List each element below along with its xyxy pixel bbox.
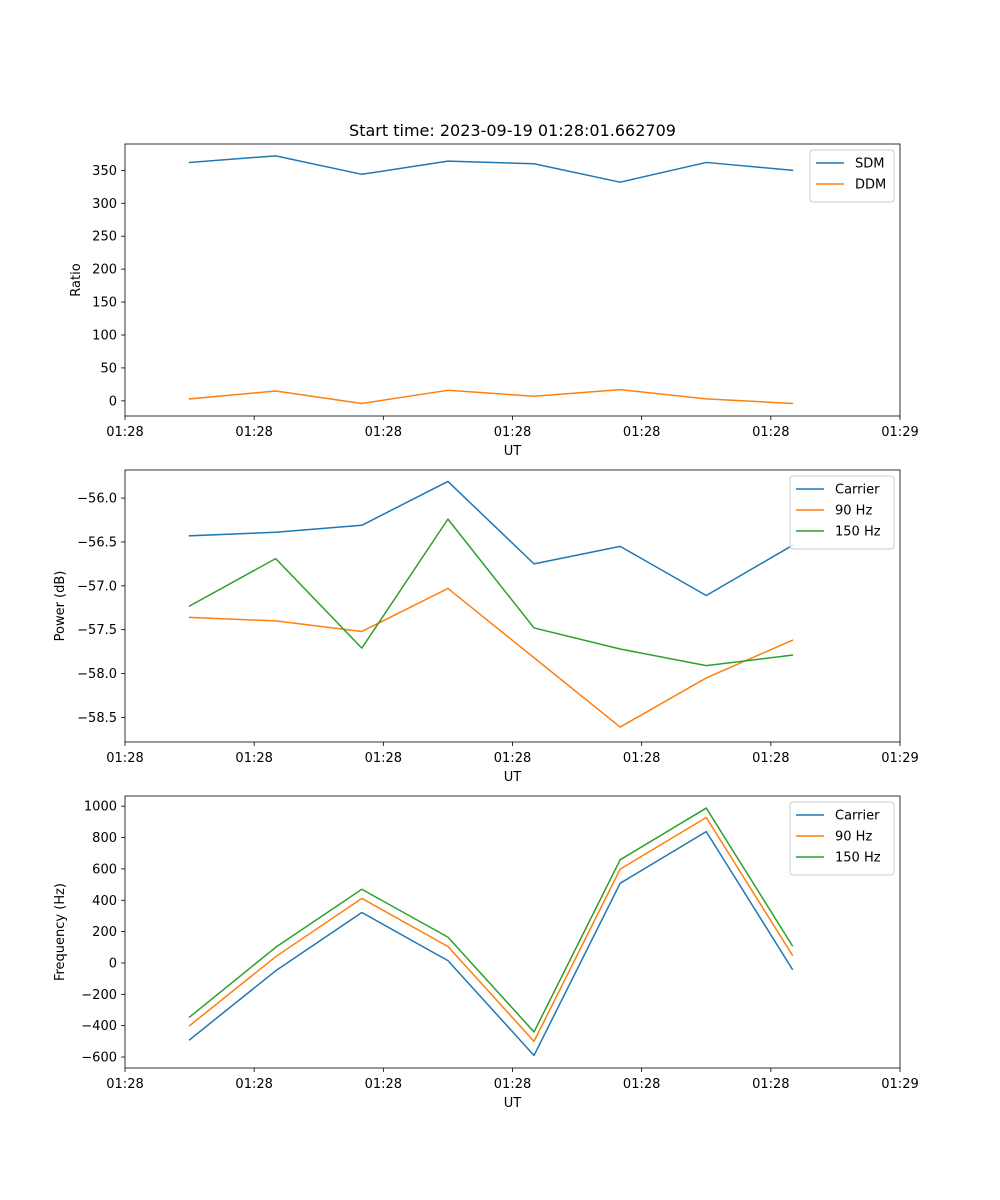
legend: Carrier 90 Hz 150 Hz	[789, 475, 895, 550]
series-line-carrier	[188, 480, 794, 597]
y-tick-label: −200	[81, 988, 117, 1003]
legend-label: 90 Hz	[835, 504, 872, 519]
x-tick-label: 01:28	[365, 425, 402, 440]
y-tick-label: −57.5	[77, 623, 117, 638]
x-tick-label: 01:29	[881, 425, 918, 440]
y-tick-label: 200	[92, 263, 117, 278]
chart-panel-1: 01:28 01:28 01:28 01:28 01:28 01:28 01:29 0 50 10…	[69, 143, 919, 459]
x-tick-label: 01:28	[752, 751, 789, 766]
series-line-carrier	[188, 830, 794, 1057]
y-tick-label: 100	[92, 328, 117, 343]
x-tick-label: 01:28	[623, 1077, 660, 1092]
y-tick-label: 350	[92, 164, 117, 179]
legend-label: DDM	[855, 178, 886, 193]
y-tick-label: −400	[81, 1019, 117, 1034]
x-tick-label: 01:28	[106, 425, 143, 440]
x-tick-label: 01:28	[365, 751, 402, 766]
y-tick-label: −58.5	[77, 711, 117, 726]
x-tick-label: 01:28	[235, 1077, 272, 1092]
chart-panel-3: 01:28 01:28 01:28 01:28 01:28 01:28 01:29 −600 −…	[53, 795, 919, 1111]
legend-label: 90 Hz	[835, 830, 872, 845]
x-tick-label: 01:28	[494, 751, 531, 766]
y-axis-label: Frequency (Hz)	[53, 883, 68, 981]
y-tick-label: −57.0	[77, 579, 117, 594]
x-axis-label: UT	[504, 444, 522, 459]
chart-panels: 01:28 01:28 01:28 01:28 01:28 01:28 01:29 0 50 10…	[53, 143, 919, 1111]
x-tick-label: 01:28	[365, 1077, 402, 1092]
x-tick-label: 01:28	[235, 751, 272, 766]
y-tick-label: 400	[92, 894, 117, 909]
x-tick-label: 01:28	[494, 425, 531, 440]
x-tick-label: 01:29	[881, 751, 918, 766]
y-tick-label: 800	[92, 831, 117, 846]
y-tick-label: 600	[92, 862, 117, 877]
x-axis-label: UT	[504, 1096, 522, 1111]
y-axis-label: Power (dB)	[53, 571, 68, 642]
y-tick-label: 200	[92, 925, 117, 940]
x-tick-label: 01:28	[106, 1077, 143, 1092]
legend-label: 150 Hz	[835, 525, 881, 540]
y-tick-label: 150	[92, 296, 117, 311]
x-tick-label: 01:28	[235, 425, 272, 440]
y-tick-label: 50	[100, 361, 117, 376]
y-tick-label: 300	[92, 197, 117, 212]
y-tick-label: 250	[92, 230, 117, 245]
series-line-150-hz	[188, 807, 794, 1033]
y-tick-label: −56.0	[77, 492, 117, 507]
y-tick-label: 0	[109, 394, 117, 409]
x-tick-label: 01:29	[881, 1077, 918, 1092]
legend-label: Carrier	[835, 483, 880, 498]
legend-label: 150 Hz	[835, 851, 881, 866]
series-line-90-hz	[188, 587, 794, 728]
series-line-ddm	[188, 388, 794, 405]
legend: Carrier 90 Hz 150 Hz	[789, 801, 895, 876]
x-tick-label: 01:28	[106, 751, 143, 766]
x-tick-label: 01:28	[752, 1077, 789, 1092]
legend-label: SDM	[855, 157, 884, 172]
y-tick-label: 1000	[84, 800, 117, 815]
y-axis-label: Ratio	[69, 263, 84, 296]
series-line-sdm	[188, 155, 794, 183]
series-line-150-hz	[188, 518, 794, 667]
legend-label: Carrier	[835, 809, 880, 824]
x-tick-label: 01:28	[623, 751, 660, 766]
x-axis-label: UT	[504, 770, 522, 785]
y-tick-label: 0	[109, 956, 117, 971]
series-line-90-hz	[188, 816, 794, 1043]
x-tick-label: 01:28	[494, 1077, 531, 1092]
chart-title: Start time: 2023-09-19 01:28:01.662709	[349, 121, 676, 140]
chart-panel-2: 01:28 01:28 01:28 01:28 01:28 01:28 01:29 −58.5…	[53, 469, 919, 785]
legend: SDM DDM	[809, 149, 895, 203]
x-tick-label: 01:28	[623, 425, 660, 440]
y-tick-label: −600	[81, 1051, 117, 1066]
y-tick-label: −58.0	[77, 667, 117, 682]
x-tick-label: 01:28	[752, 425, 789, 440]
y-tick-label: −56.5	[77, 535, 117, 550]
